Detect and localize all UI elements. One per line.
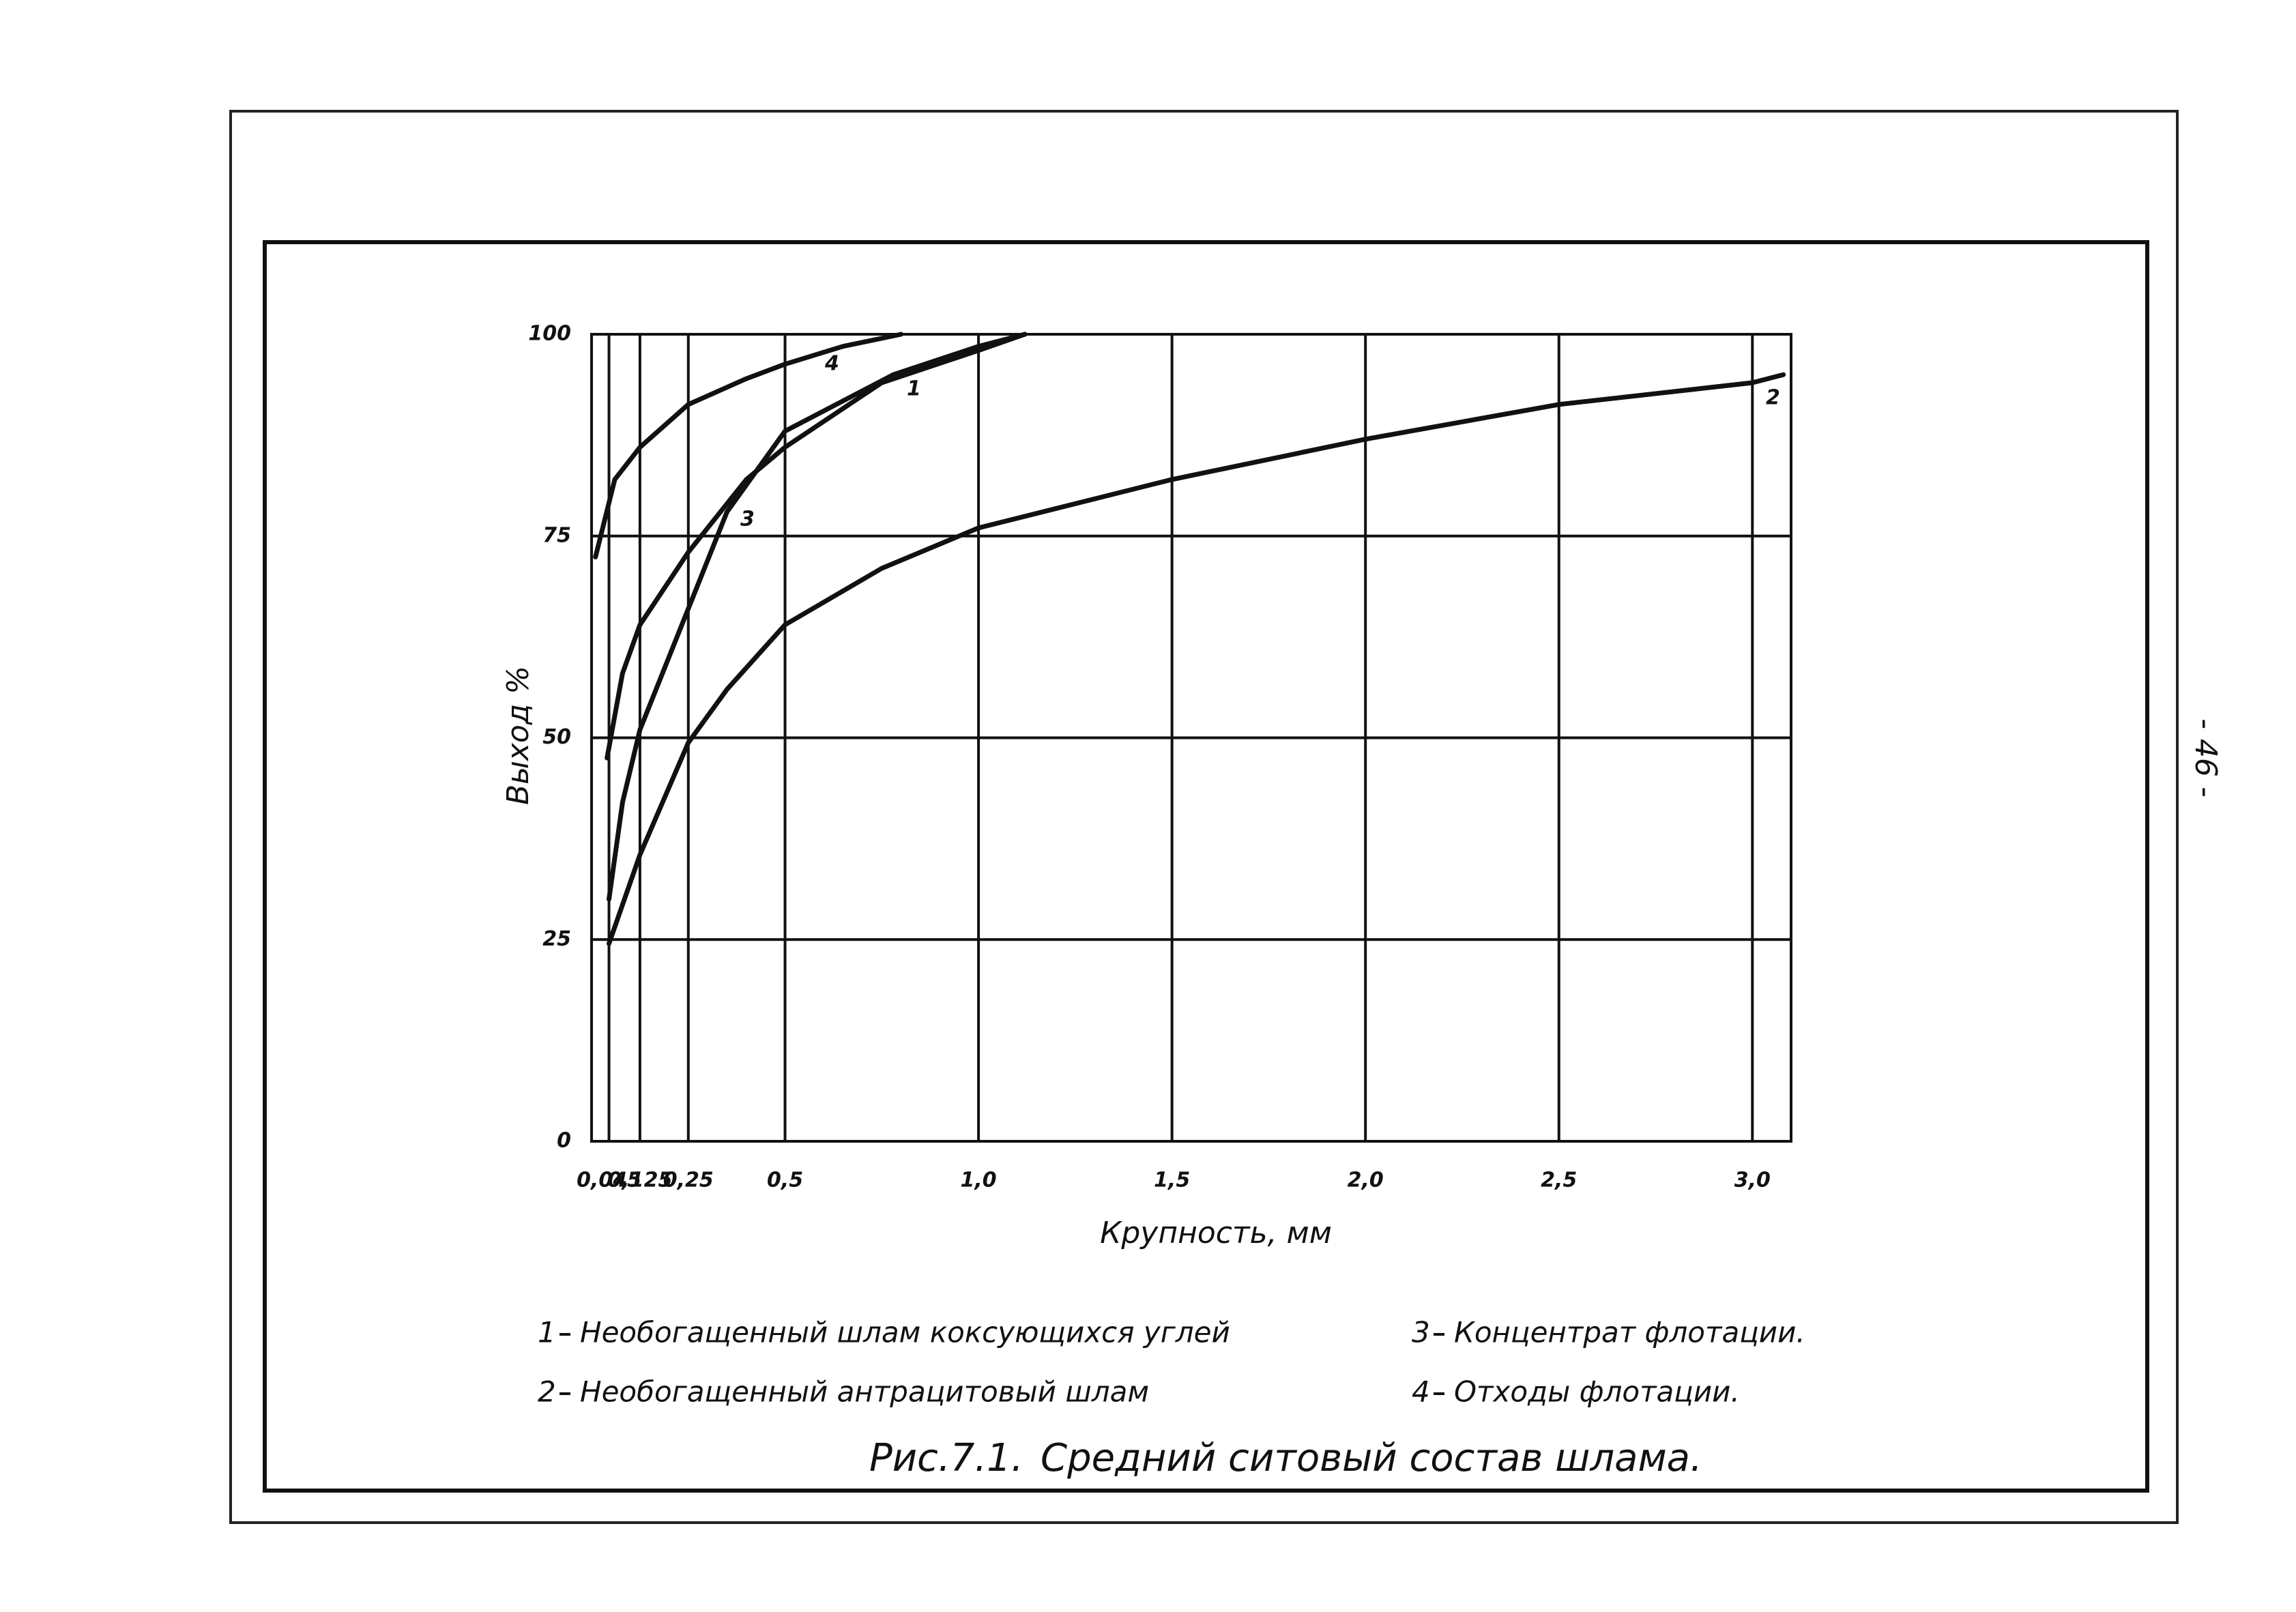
caption: Средний ситовый состав шлама. [1041, 1436, 1702, 1480]
x-tick-label: 0,25 [663, 1169, 714, 1192]
x-tick-label: 1,0 [961, 1169, 997, 1192]
legend-label: Концентрат флотации. [1454, 1316, 1805, 1349]
y-tick-label: 25 [542, 927, 571, 951]
x-tick-label: 1,5 [1154, 1169, 1190, 1192]
y-tick-label: 0 [557, 1129, 571, 1153]
curve-label: 1 [907, 377, 921, 401]
x-axis-label: Крупность, мм [1100, 1216, 1332, 1250]
x-tick-label: 3,0 [1734, 1169, 1771, 1192]
outer-frame [229, 110, 2179, 1524]
legend-label: Необогащенный антрацитовый шлам [580, 1375, 1149, 1409]
caption-label: Рис.7.1. [869, 1436, 1023, 1480]
series-line [593, 332, 904, 559]
legend-label: Необогащенный шлам коксующихся углей [580, 1316, 1230, 1349]
legend-number: 4 [1412, 1375, 1430, 1409]
y-tick-label: 75 [542, 523, 571, 547]
series-line [607, 332, 1028, 902]
x-tick-label: 2,5 [1541, 1169, 1577, 1192]
curve-label: 3 [740, 508, 755, 531]
curve-label: 4 [824, 352, 839, 376]
legend-label: Отходы флотации. [1454, 1375, 1740, 1409]
legend-number: 3 [1412, 1316, 1430, 1349]
y-tick-label: 100 [528, 322, 571, 346]
legend-number: 2 [538, 1375, 556, 1409]
curve-label: 2 [1766, 386, 1780, 410]
inner-frame [263, 240, 2149, 1493]
x-tick-label: 0,045 [577, 1169, 641, 1192]
legend-number: 1 [538, 1316, 556, 1349]
x-tick-label: 0,5 [767, 1169, 803, 1192]
series-line [607, 372, 1786, 946]
series-line [605, 332, 1028, 761]
x-tick-label: 0,125 [607, 1169, 672, 1192]
y-tick-label: 50 [542, 725, 571, 749]
x-tick-label: 2,0 [1348, 1169, 1384, 1192]
y-axis-label: Выход % [501, 666, 536, 805]
page-number: - 46 - [2188, 718, 2223, 797]
